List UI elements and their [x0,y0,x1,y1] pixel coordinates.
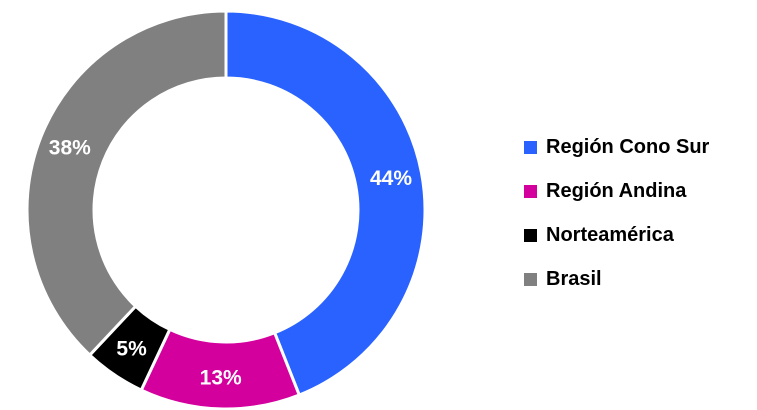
slice-data-label: 13% [200,366,242,389]
slice-brasil [25,9,228,358]
chart-legend: Región Cono Sur Región Andina Norteamérica… [524,136,709,312]
legend-item: Región Cono Sur [524,136,709,158]
legend-item: Norteamérica [524,224,709,246]
legend-swatch [524,272,537,286]
slice-data-label: 5% [116,337,147,360]
legend-item: Región Andina [524,180,709,202]
slice-region-cono-sur [224,9,427,397]
legend-label: Región Andina [546,179,687,202]
slice-labels: 44% 13% 5% 38% [49,137,413,390]
legend-swatch [524,228,537,242]
legend-label: Brasil [546,267,602,290]
donut-slices [25,9,427,410]
legend-swatch [524,184,537,198]
legend-item: Brasil [524,268,709,290]
legend-label: Norteamérica [546,223,674,246]
legend-swatch [524,140,537,154]
legend-label: Región Cono Sur [546,135,710,158]
slice-data-label: 38% [49,137,91,160]
slice-data-label: 44% [370,167,412,190]
